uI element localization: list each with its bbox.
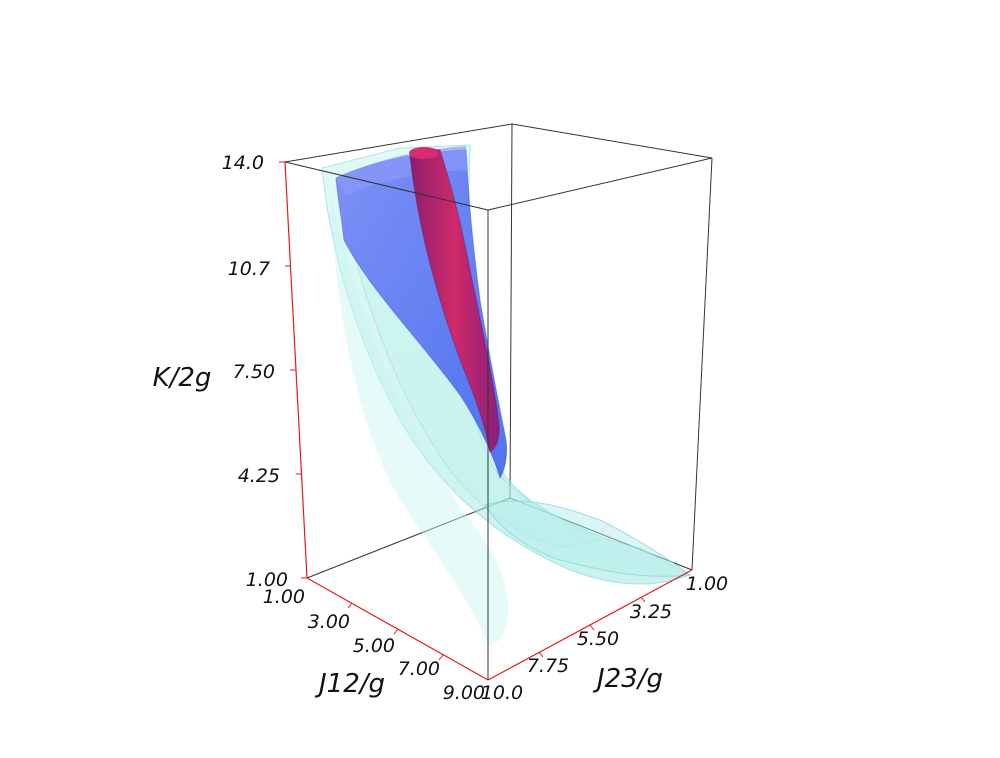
outer-isosurface-base — [484, 500, 692, 577]
x-tick-label: 3.00 — [308, 611, 350, 633]
z-tick-label: 7.50 — [233, 361, 275, 383]
inner-isosurface — [409, 147, 500, 453]
y-tick-label: 5.50 — [577, 628, 619, 650]
y-tick-label: 1.00 — [686, 573, 728, 595]
y-tick-label: 3.25 — [630, 601, 672, 623]
y-axis-title: J23/g — [592, 664, 663, 694]
y-tick-label: 10.0 — [481, 682, 523, 704]
z-tick-label: 4.25 — [238, 465, 280, 487]
z-axis-title: K/2g — [153, 363, 212, 393]
outer-isosurface-lobe — [330, 190, 509, 645]
x-tick-label: 5.00 — [353, 635, 395, 657]
z-tick-label: 1.00 — [246, 569, 288, 591]
x-axis-title: J12/g — [314, 669, 385, 699]
y-tick-labels: 1.00 3.25 5.50 7.75 10.0 — [481, 573, 728, 704]
y-tick-label: 7.75 — [527, 655, 569, 677]
x-tick-labels: 1.00 3.00 5.00 7.00 9.00 — [263, 586, 485, 704]
x-tick-label: 7.00 — [398, 658, 440, 680]
x-tick-label: 9.00 — [443, 682, 485, 704]
z-tick-label: 14.0 — [222, 152, 264, 174]
axis-ticks — [279, 161, 646, 661]
bounding-box-front — [284, 157, 713, 680]
x-tick-label: 1.00 — [263, 586, 305, 608]
z-tick-label: 10.7 — [228, 258, 270, 280]
inner-isosurface-cap — [409, 147, 439, 159]
inner-isosurface-tube — [409, 148, 500, 453]
z-tick-labels: 14.0 10.7 7.50 4.25 1.00 — [222, 152, 288, 591]
